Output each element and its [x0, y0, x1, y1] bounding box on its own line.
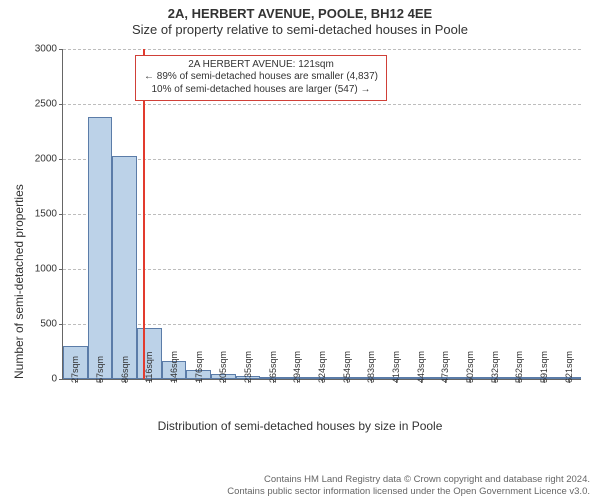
histogram-bar: [112, 156, 137, 378]
x-tick-label: 502sqm: [465, 350, 475, 382]
y-tick-label: 2000: [35, 153, 57, 164]
x-tick-label: 86sqm: [120, 355, 130, 382]
x-tick-label: 413sqm: [391, 350, 401, 382]
y-tick-label: 3000: [35, 43, 57, 54]
x-tick-label: 621sqm: [564, 350, 574, 382]
x-tick-label: 294sqm: [292, 350, 302, 382]
y-tick-mark: [59, 104, 63, 105]
y-tick-mark: [59, 324, 63, 325]
y-axis-label: Number of semi-detached properties: [12, 184, 26, 379]
gridline: [63, 104, 581, 105]
x-tick-label: 354sqm: [342, 350, 352, 382]
title-line-2: Size of property relative to semi-detach…: [0, 22, 600, 38]
footer-line-2: Contains public sector information licen…: [227, 486, 590, 498]
annotation-box: 2A HERBERT AVENUE: 121sqm ← 89% of semi-…: [135, 55, 387, 102]
y-tick-mark: [59, 269, 63, 270]
gridline: [63, 269, 581, 270]
annotation-line-3: 10% of semi-detached houses are larger (…: [144, 84, 378, 97]
chart-title-block: 2A, HERBERT AVENUE, POOLE, BH12 4EE Size…: [0, 0, 600, 39]
gridline: [63, 214, 581, 215]
x-tick-label: 176sqm: [194, 350, 204, 382]
gridline: [63, 159, 581, 160]
y-tick-mark: [59, 49, 63, 50]
x-tick-label: 383sqm: [366, 350, 376, 382]
x-tick-label: 532sqm: [490, 350, 500, 382]
x-tick-label: 235sqm: [243, 350, 253, 382]
annotation-line-1: 2A HERBERT AVENUE: 121sqm: [144, 59, 378, 72]
title-line-1: 2A, HERBERT AVENUE, POOLE, BH12 4EE: [0, 6, 600, 22]
x-tick-label: 443sqm: [416, 350, 426, 382]
y-tick-label: 0: [51, 373, 57, 384]
y-tick-mark: [59, 379, 63, 380]
y-tick-label: 1500: [35, 208, 57, 219]
y-tick-mark: [59, 159, 63, 160]
plot-area: 05001000150020002500300027sqm57sqm86sqm1…: [62, 49, 581, 380]
y-tick-mark: [59, 214, 63, 215]
histogram-bar: [88, 117, 113, 379]
x-tick-label: 116sqm: [144, 351, 154, 382]
x-tick-label: 591sqm: [539, 350, 549, 382]
footer-attribution: Contains HM Land Registry data © Crown c…: [227, 474, 590, 498]
footer-line-1: Contains HM Land Registry data © Crown c…: [227, 474, 590, 486]
y-tick-label: 500: [40, 318, 57, 329]
x-tick-label: 57sqm: [95, 355, 105, 382]
annotation-line-2: ← 89% of semi-detached houses are smalle…: [144, 71, 378, 84]
x-tick-label: 324sqm: [317, 350, 327, 382]
x-axis-label: Distribution of semi-detached houses by …: [0, 419, 600, 433]
x-tick-label: 473sqm: [440, 350, 450, 382]
x-tick-label: 265sqm: [268, 350, 278, 382]
gridline: [63, 324, 581, 325]
y-tick-label: 1000: [35, 263, 57, 274]
chart-container: Number of semi-detached properties 0 500 1…: [0, 39, 600, 459]
gridline: [63, 49, 581, 50]
x-tick-label: 562sqm: [514, 350, 524, 382]
x-tick-label: 205sqm: [218, 350, 228, 382]
x-tick-label: 27sqm: [70, 355, 80, 382]
y-tick-label: 2500: [35, 98, 57, 109]
x-tick-label: 146sqm: [169, 350, 179, 382]
